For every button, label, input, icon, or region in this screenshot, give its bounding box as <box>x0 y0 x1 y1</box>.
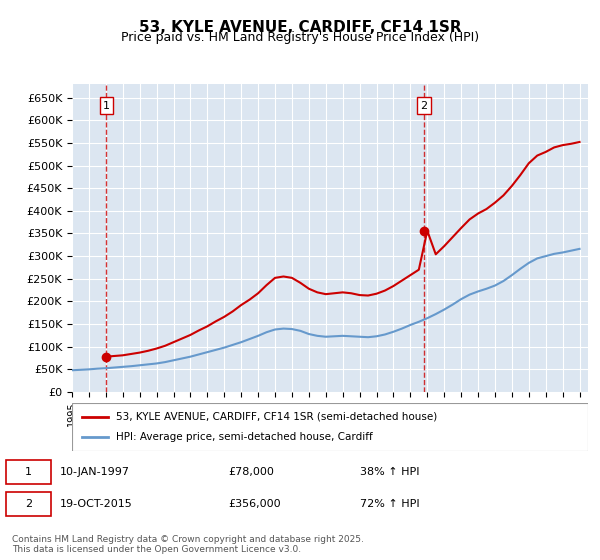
Text: 1: 1 <box>25 467 32 477</box>
Text: 2: 2 <box>421 101 427 110</box>
Text: 38% ↑ HPI: 38% ↑ HPI <box>360 467 419 477</box>
Text: 53, KYLE AVENUE, CARDIFF, CF14 1SR (semi-detached house): 53, KYLE AVENUE, CARDIFF, CF14 1SR (semi… <box>116 412 437 422</box>
Text: 2: 2 <box>25 500 32 510</box>
FancyBboxPatch shape <box>6 492 51 516</box>
Text: 1: 1 <box>103 101 110 110</box>
Text: £356,000: £356,000 <box>228 500 281 510</box>
Text: 10-JAN-1997: 10-JAN-1997 <box>60 467 130 477</box>
FancyBboxPatch shape <box>6 460 51 484</box>
Text: 19-OCT-2015: 19-OCT-2015 <box>60 500 133 510</box>
Text: Price paid vs. HM Land Registry's House Price Index (HPI): Price paid vs. HM Land Registry's House … <box>121 31 479 44</box>
Text: Contains HM Land Registry data © Crown copyright and database right 2025.
This d: Contains HM Land Registry data © Crown c… <box>12 535 364 554</box>
Text: £78,000: £78,000 <box>228 467 274 477</box>
Text: HPI: Average price, semi-detached house, Cardiff: HPI: Average price, semi-detached house,… <box>116 432 373 442</box>
FancyBboxPatch shape <box>72 403 588 451</box>
Text: 53, KYLE AVENUE, CARDIFF, CF14 1SR: 53, KYLE AVENUE, CARDIFF, CF14 1SR <box>139 20 461 35</box>
Text: 72% ↑ HPI: 72% ↑ HPI <box>360 500 419 510</box>
